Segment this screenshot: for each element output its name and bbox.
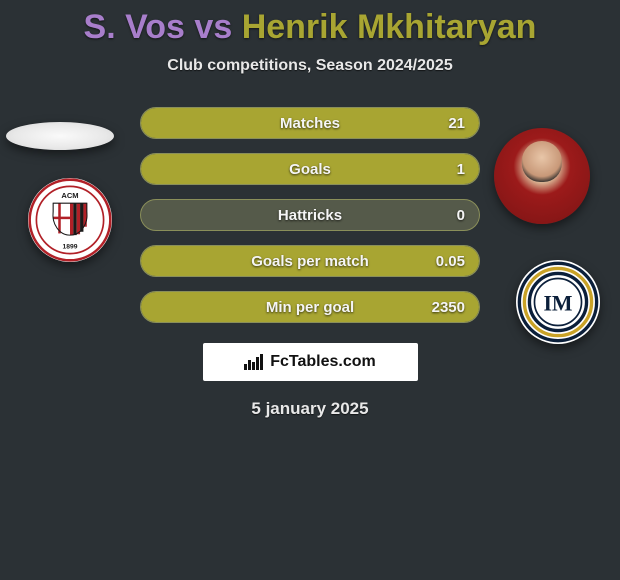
stat-label: Goals [141,154,479,184]
comparison-title: S. Vos vs Henrik Mkhitaryan [0,0,620,47]
stat-bar: Hattricks0 [140,199,480,231]
stat-label: Hattricks [141,200,479,230]
stat-label: Min per goal [141,292,479,322]
player1-name: S. Vos [84,8,185,46]
svg-text:1899: 1899 [63,244,78,251]
svg-text:IM: IM [543,291,572,315]
stat-value: 21 [448,108,465,138]
stat-bar: Goals per match0.05 [140,245,480,277]
club-badge-left: ACM 1899 [28,178,112,262]
attribution-text: FcTables.com [270,353,376,371]
stat-value: 2350 [432,292,465,322]
generated-date: 5 january 2025 [0,399,620,419]
attribution-badge: FcTables.com [203,343,418,381]
subtitle: Club competitions, Season 2024/2025 [0,57,620,75]
ac-milan-icon: ACM 1899 [28,178,112,262]
player2-avatar [494,128,590,224]
stat-value: 0 [457,200,465,230]
player1-avatar [6,122,114,150]
stat-label: Goals per match [141,246,479,276]
stat-value: 1 [457,154,465,184]
stat-label: Matches [141,108,479,138]
chart-bars-icon [244,354,264,370]
stats-list: Matches21 Goals1 Hattricks0 Goals per match… [140,107,480,323]
stat-bar: Matches21 [140,107,480,139]
svg-text:ACM: ACM [61,191,78,200]
club-badge-right: IM [516,260,600,344]
stat-value: 0.05 [436,246,465,276]
vs-separator: vs [194,8,232,46]
stat-bar: Goals1 [140,153,480,185]
stat-bar: Min per goal2350 [140,291,480,323]
inter-icon: IM [516,260,600,344]
player2-name: Henrik Mkhitaryan [242,8,537,46]
